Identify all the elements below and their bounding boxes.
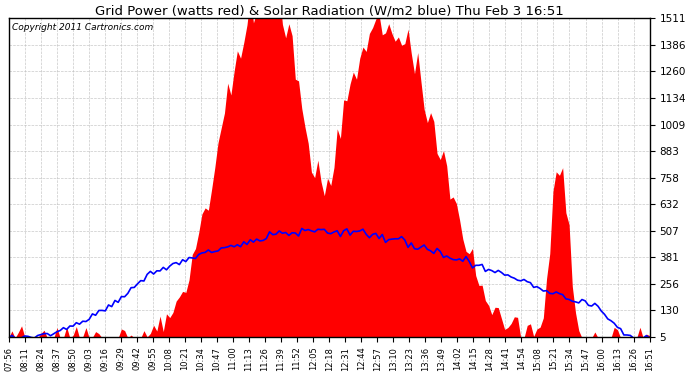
Text: Copyright 2011 Cartronics.com: Copyright 2011 Cartronics.com	[12, 23, 153, 32]
Title: Grid Power (watts red) & Solar Radiation (W/m2 blue) Thu Feb 3 16:51: Grid Power (watts red) & Solar Radiation…	[95, 4, 564, 17]
